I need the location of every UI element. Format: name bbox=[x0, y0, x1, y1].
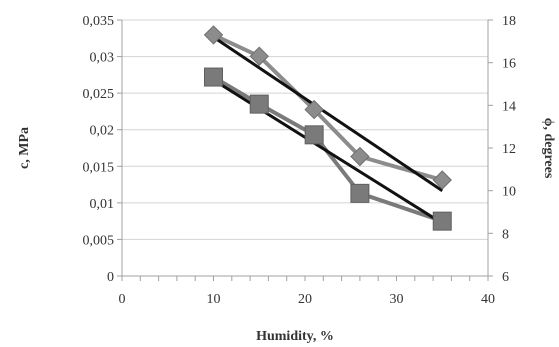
y-left-tick-label: 0,035 bbox=[83, 14, 115, 29]
y-right-tick-label: 12 bbox=[502, 142, 516, 157]
y-right-axis-title: ϕ, degrees bbox=[541, 118, 556, 179]
y-left-tick-label: 0,01 bbox=[90, 197, 115, 212]
ticks: 0 0,005 0,01 0,015 0,02 0,025 0,03 0,035 6 8 10 12 1… bbox=[83, 14, 517, 307]
data-point-square bbox=[249, 94, 269, 114]
data-point-diamond bbox=[350, 146, 370, 167]
data-point-square bbox=[432, 211, 452, 231]
y-right-tick-label: 8 bbox=[502, 227, 509, 242]
data-point-diamond bbox=[432, 170, 452, 190]
x-tick-label: 40 bbox=[481, 292, 495, 307]
data-point-square bbox=[350, 183, 370, 203]
y-left-tick-label: 0 bbox=[107, 270, 114, 285]
x-tick-label: 10 bbox=[207, 292, 221, 307]
data-point-square bbox=[304, 125, 324, 145]
y-left-tick-label: 0,005 bbox=[83, 233, 115, 248]
axes bbox=[121, 20, 489, 277]
y-right-tick-label: 16 bbox=[502, 57, 516, 72]
y-right-tick-label: 10 bbox=[502, 185, 516, 200]
grid bbox=[122, 19, 488, 240]
y-left-tick-label: 0,03 bbox=[90, 51, 115, 66]
data-point-diamond bbox=[203, 25, 224, 45]
x-axis-title: Humidity, % bbox=[256, 329, 334, 344]
x-tick-label: 0 bbox=[119, 292, 126, 307]
trend-line bbox=[212, 78, 444, 225]
x-tick-label: 30 bbox=[390, 292, 404, 307]
x-tick-label: 20 bbox=[298, 292, 312, 307]
y-right-tick-label: 14 bbox=[502, 99, 516, 114]
y-left-tick-label: 0,015 bbox=[83, 160, 115, 175]
series-line bbox=[212, 75, 443, 223]
y-right-tick-label: 6 bbox=[502, 270, 509, 285]
y-left-tick-label: 0,02 bbox=[90, 124, 115, 139]
data-point-square bbox=[204, 67, 223, 87]
series bbox=[203, 25, 452, 231]
data-point-diamond bbox=[249, 46, 269, 66]
data-point-diamond bbox=[304, 99, 324, 120]
trend-line bbox=[212, 35, 444, 192]
y-right-tick-label: 18 bbox=[502, 14, 516, 29]
y-left-axis-title: c, MPa bbox=[17, 127, 32, 169]
y-left-tick-label: 0,025 bbox=[83, 87, 115, 102]
